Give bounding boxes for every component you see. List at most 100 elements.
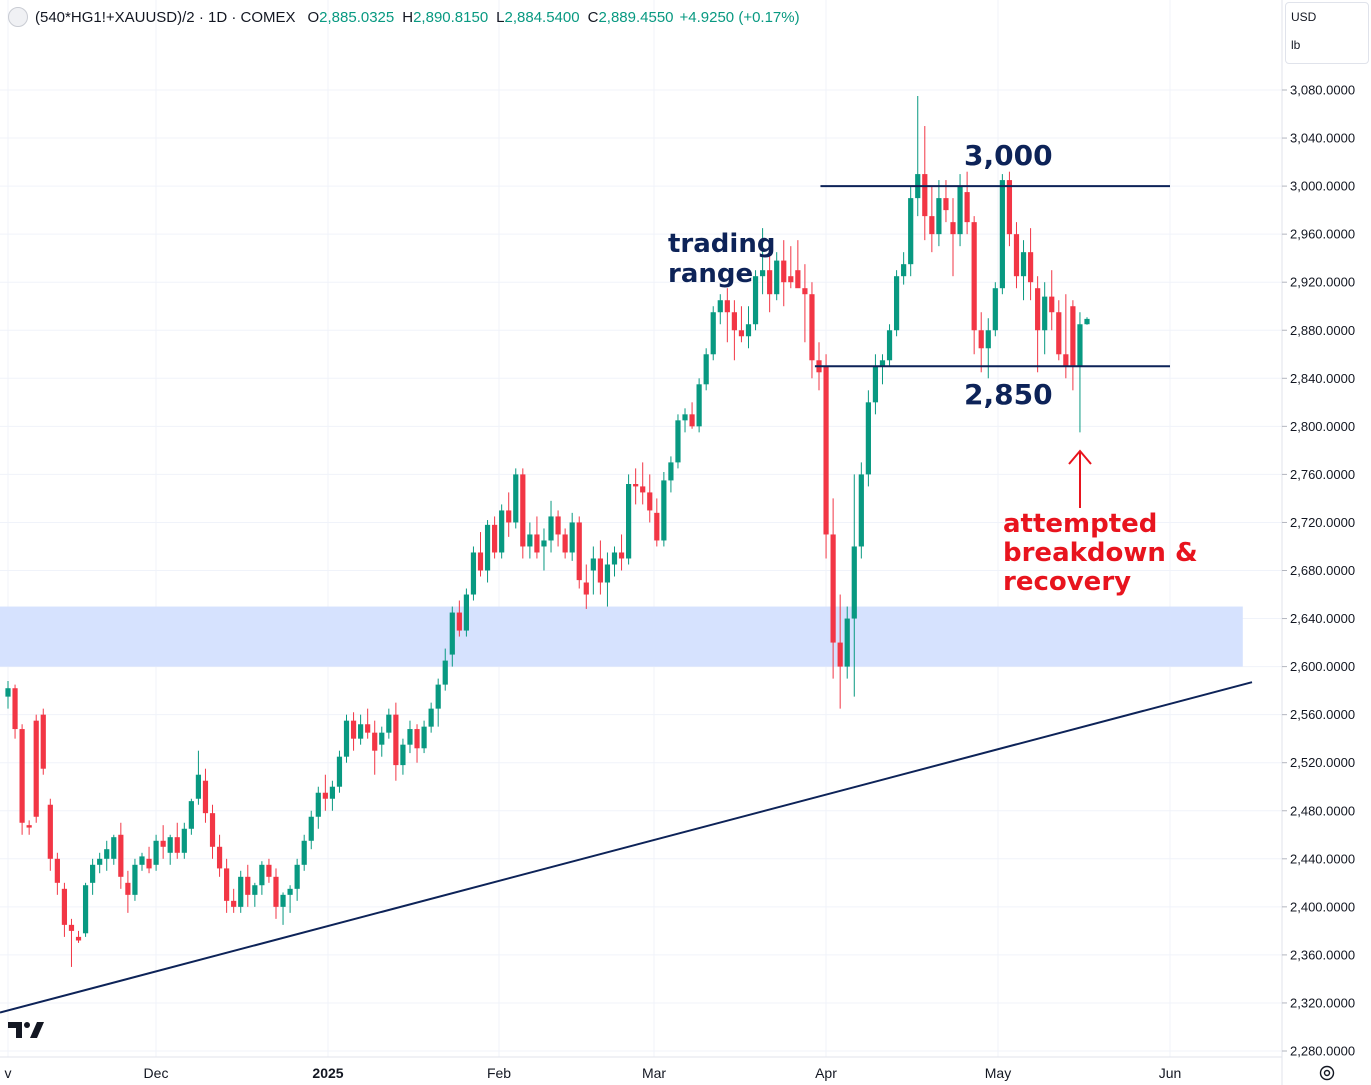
candle-up	[195, 750, 202, 805]
candle-body	[710, 312, 716, 355]
candle-body	[484, 524, 491, 571]
candle-body	[1070, 306, 1076, 367]
candle-body	[731, 312, 737, 331]
candle-body	[266, 864, 272, 877]
candle-down	[689, 402, 695, 429]
candle-body	[1063, 354, 1069, 367]
candle-down	[788, 246, 794, 289]
low-value: 2,884.5400	[504, 8, 580, 26]
candle-down	[943, 180, 949, 223]
candle-body	[569, 522, 575, 553]
candle-down	[231, 888, 237, 913]
candle-down	[492, 516, 498, 559]
candle-body	[209, 813, 216, 847]
price-tick-label: 2,480.0000	[1290, 803, 1355, 818]
candle-down	[922, 126, 928, 241]
candle-body	[421, 726, 427, 749]
candle-body	[125, 882, 131, 895]
candle-down	[322, 774, 328, 811]
price-tick-label: 2,760.0000	[1290, 467, 1355, 482]
candle-body	[365, 724, 371, 733]
candles	[5, 96, 1090, 967]
candle-down	[47, 798, 53, 871]
candle-body	[90, 864, 96, 883]
candle-down	[837, 594, 843, 709]
candle-up	[82, 882, 89, 937]
candle-up	[957, 174, 963, 247]
candle-body	[626, 484, 632, 559]
price-tick-label: 2,600.0000	[1290, 659, 1355, 674]
candle-body	[259, 864, 265, 886]
candle-up	[604, 552, 611, 607]
candle-down	[160, 825, 166, 859]
unit-label[interactable]: lb	[1291, 38, 1301, 52]
candle-up	[879, 354, 886, 385]
candle-body	[19, 729, 25, 823]
candle-up	[343, 714, 350, 763]
tradingview-logo-icon[interactable]	[8, 1020, 46, 1040]
candle-body	[12, 688, 18, 730]
candle-body	[830, 534, 836, 643]
candle-body	[393, 714, 399, 766]
symbol-header: (540*HG1!+XAUUSD)/2 · 1D · COMEX O 2,885…	[8, 6, 806, 28]
candle-body	[767, 270, 773, 295]
candle-up	[97, 852, 103, 874]
candle-body	[752, 276, 759, 325]
annotations: 3,000 2,850 trading range attempted brea…	[668, 139, 1198, 597]
candle-body	[1084, 318, 1090, 325]
price-tick-label: 2,640.0000	[1290, 611, 1355, 626]
currency-label[interactable]: USD	[1291, 10, 1317, 24]
candle-body	[216, 846, 223, 869]
candle-body	[527, 534, 533, 547]
close-value: 2,889.4550	[598, 8, 674, 26]
level-low-label: 2,850	[964, 378, 1053, 411]
candle-up	[745, 306, 752, 349]
candle-body	[174, 837, 180, 853]
candle-down	[950, 198, 956, 277]
settings-gear-icon[interactable]	[1318, 1064, 1336, 1082]
currency-unit-selector[interactable]: USD lb	[1285, 2, 1369, 64]
candle-body	[971, 222, 977, 331]
candle-body	[562, 534, 568, 553]
candle-down	[506, 492, 512, 537]
candle-down	[456, 600, 462, 637]
candle-body	[590, 558, 596, 571]
candle-down	[1070, 300, 1076, 391]
candle-up	[915, 96, 921, 217]
candle-down	[929, 186, 935, 253]
candle-down	[731, 300, 737, 361]
candle-body	[280, 894, 286, 907]
candle-up	[287, 885, 293, 913]
candle-body	[548, 516, 554, 541]
candle-body	[287, 888, 293, 895]
candle-up	[294, 858, 300, 901]
candle-body	[477, 552, 484, 571]
candle-down	[19, 724, 25, 835]
candle-body	[400, 744, 406, 766]
candle-body	[435, 684, 441, 709]
close-label: C	[587, 8, 599, 26]
candle-down	[245, 864, 251, 907]
candle-up	[470, 546, 477, 601]
candle-body	[908, 198, 914, 265]
symbol-title[interactable]: (540*HG1!+XAUUSD)/2 · 1D · COMEX	[35, 8, 296, 26]
high-value: 2,890.8150	[413, 8, 489, 26]
candle-up	[541, 528, 547, 571]
candle-down	[26, 820, 32, 835]
change-value: +4.9250 (+0.17%)	[679, 8, 800, 26]
candle-up	[844, 606, 850, 679]
candle-up	[188, 798, 194, 835]
candle-body	[386, 714, 392, 733]
candle-body	[844, 618, 850, 667]
price-tick-label: 3,040.0000	[1290, 131, 1355, 146]
candle-down	[68, 918, 75, 967]
candle-down	[724, 288, 730, 343]
candle-body	[33, 720, 39, 817]
symbol-icon[interactable]	[8, 7, 28, 27]
candle-body	[957, 186, 963, 235]
price-tick-label: 2,520.0000	[1290, 755, 1355, 770]
candle-up	[717, 294, 723, 325]
candle-up	[851, 474, 857, 697]
candle-body	[139, 856, 145, 865]
